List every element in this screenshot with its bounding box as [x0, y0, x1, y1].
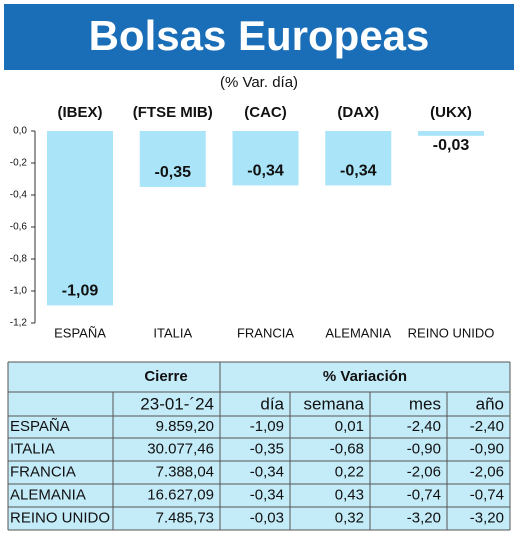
- index-label: (UKX): [430, 104, 472, 121]
- x-tick-label: ALEMANIA: [325, 325, 391, 340]
- table-cell: -0,74: [407, 486, 441, 503]
- table-cell: -0,34: [250, 463, 284, 480]
- row-label: ALEMANIA: [10, 486, 86, 503]
- table-cell: 7.388,04: [156, 463, 214, 480]
- value-label: -0,03: [433, 137, 470, 154]
- table-cell: -0,90: [470, 440, 504, 457]
- column-header: semana: [304, 394, 365, 413]
- table-cell: 0,32: [335, 509, 364, 526]
- bar: [139, 131, 206, 187]
- bar: [418, 131, 484, 136]
- table-cell: 7.485,73: [156, 509, 214, 526]
- chart-subtitle: (% Var. día): [220, 74, 298, 91]
- column-header: día: [260, 394, 284, 413]
- row-label: ESPAÑA: [10, 418, 70, 435]
- value-label: -0,34: [340, 163, 377, 180]
- index-label: (DAX): [337, 104, 379, 121]
- table-cell: 0,01: [335, 418, 364, 435]
- table-cell: 0,22: [335, 463, 364, 480]
- table-cell: -3,20: [407, 509, 441, 526]
- y-tick-label: 0,0: [13, 126, 27, 137]
- row-label: ITALIA: [10, 440, 55, 457]
- bar: [232, 131, 299, 186]
- table-date: 23-01-´24: [140, 394, 214, 413]
- table-background: [8, 362, 510, 530]
- column-header: año: [476, 394, 504, 413]
- table-cell: -1,09: [250, 418, 284, 435]
- x-tick-label: FRANCIA: [237, 325, 294, 340]
- y-tick-label: -0,2: [10, 158, 28, 169]
- index-label: (CAC): [244, 104, 287, 121]
- row-label: REINO UNIDO: [10, 509, 110, 526]
- x-tick-label: REINO UNIDO: [408, 325, 495, 340]
- table-cell: 16.627,09: [147, 486, 214, 503]
- table-cell: -2,06: [407, 463, 441, 480]
- chart-title: Bolsas Europeas: [89, 12, 430, 59]
- y-tick-label: -1,2: [10, 318, 28, 329]
- table-cell: -2,06: [470, 463, 504, 480]
- table-cell: -0,35: [250, 440, 284, 457]
- value-label: -0,34: [247, 163, 284, 180]
- table-cell: 0,43: [335, 486, 364, 503]
- index-label: (IBEX): [58, 104, 103, 121]
- table-cell: -0,68: [330, 440, 364, 457]
- table-header: Cierre: [144, 368, 187, 385]
- table-cell: 30.077,46: [147, 440, 214, 457]
- index-label: (FTSE MIB): [133, 104, 213, 121]
- row-label: FRANCIA: [10, 463, 76, 480]
- y-tick-label: -0,6: [10, 222, 28, 233]
- value-label: -1,09: [62, 283, 99, 300]
- table-cell: -0,90: [407, 440, 441, 457]
- bar: [47, 131, 113, 306]
- table-cell: 9.859,20: [156, 418, 214, 435]
- y-tick-label: -0,8: [10, 254, 28, 265]
- x-tick-label: ITALIA: [153, 325, 192, 340]
- table-header: % Variación: [323, 368, 407, 385]
- column-header: mes: [409, 394, 441, 413]
- table-cell: -0,34: [250, 486, 284, 503]
- value-label: -0,35: [155, 164, 192, 181]
- bar: [325, 131, 392, 186]
- table-cell: -3,20: [470, 509, 504, 526]
- y-tick-label: -1,0: [10, 286, 28, 297]
- table-cell: -2,40: [407, 418, 441, 435]
- table-cell: -0,03: [250, 509, 284, 526]
- table-cell: -0,74: [470, 486, 504, 503]
- table-cell: -2,40: [470, 418, 504, 435]
- title-banner: [4, 4, 514, 70]
- x-tick-label: ESPAÑA: [54, 325, 106, 340]
- y-tick-label: -0,4: [10, 190, 28, 201]
